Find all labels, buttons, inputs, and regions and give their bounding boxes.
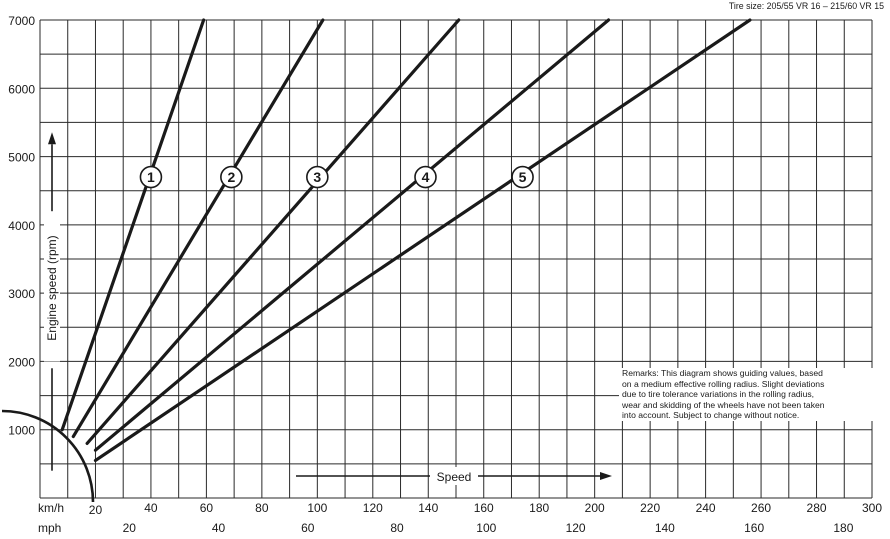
x-tick-kmh-label: 280 [807,501,827,515]
wheel-arc [1,409,95,503]
x-axis-title: Speed [437,470,472,484]
y-tick-label: 6000 [8,82,35,96]
y-tick-label: 4000 [8,219,35,233]
x-tick-kmh-label: 40 [144,501,158,515]
x-tick-kmh-label: 220 [640,501,660,515]
y-axis-title: Engine speed (rpm) [45,235,59,340]
x-arrow-head [600,472,612,480]
x-tick-kmh-label: 140 [418,501,438,515]
axis-labels: 1000 2000 3000 4000 5000 6000 7000 km/h 20 40 60 80… [8,14,882,535]
x-tick-mph-label: 180 [833,521,853,535]
y-tick-label: 3000 [8,287,35,301]
y-tick-label: 5000 [8,151,35,165]
x-tick-kmh-label: 240 [696,501,716,515]
x-tick-mph-label: 60 [301,521,315,535]
x-unit-mph: mph [38,521,61,535]
wheel-arc-curve [1,409,95,503]
x-tick-kmh-label: 160 [474,501,494,515]
x-tick-mph-label: 160 [744,521,764,535]
gear-label-circle [220,165,243,189]
remarks-line: due to tire tolerance variations in the … [622,389,815,400]
y-tick-label: 1000 [8,424,35,438]
gear-line-2 [71,18,325,439]
x-tick-kmh-label: 120 [363,501,383,515]
remarks-line: into account. Subject to change without … [622,410,800,421]
gear-label-circle [139,165,163,189]
axis-arrows: Engine speed (rpm) Speed [44,132,612,485]
gear-line-3 [85,18,461,445]
series-labels: 1 2 3 4 5 [139,165,534,189]
grid [39,19,873,499]
x-tick-mph-label: 100 [476,521,496,535]
x-tick-mph-label: 20 [123,521,137,535]
y-title-mask [44,214,60,362]
gear-line-1 [60,18,206,432]
x-unit-kmh: km/h [38,501,64,515]
x-tick-kmh-label: 60 [200,501,214,515]
y-tick-label: 7000 [8,14,35,28]
remarks-line: on a medium effective rolling radius. Sl… [622,378,825,389]
x-tick-kmh-label: 260 [751,501,771,515]
x-tick-mph-label: 140 [655,521,675,535]
gear-label-5: 5 [519,169,527,185]
y-arrow-head [48,132,56,145]
series-lines [60,18,752,463]
x-title-mask [430,467,478,485]
x-tick-mph-label: 120 [566,521,586,535]
x-tick-kmh-label: 200 [585,501,605,515]
remarks-line: wear and skidding of the wheels have not… [622,399,825,410]
x-tick-kmh-label: 80 [255,501,269,515]
x-tick-kmh-label: 300 [862,501,882,515]
remarks-note: Remarks: This diagram shows guiding valu… [619,368,887,421]
x-tick-kmh-label: 100 [307,501,327,515]
gear-label-circle [511,165,534,189]
remarks-line: Remarks: This diagram shows guiding valu… [622,368,823,378]
x-tick-mph-label: 80 [390,521,404,535]
y-tick-label: 2000 [8,355,35,369]
gear-label-circle [414,165,437,189]
gear-label-1: 1 [147,169,155,185]
gear-label-4: 4 [422,169,430,185]
gear-label-circle [306,165,329,189]
x-tick-kmh-label: 20 [89,503,103,517]
gear-label-2: 2 [227,169,235,185]
gear-label-3: 3 [313,169,321,185]
tire-size-label: Tire size: 205/55 VR 16 – 215/60 VR 15 [728,1,884,11]
x-tick-kmh-label: 180 [529,501,549,515]
x-tick-mph-label: 40 [212,521,226,535]
gear-line-4 [93,18,611,452]
gear-line-5 [93,18,752,463]
